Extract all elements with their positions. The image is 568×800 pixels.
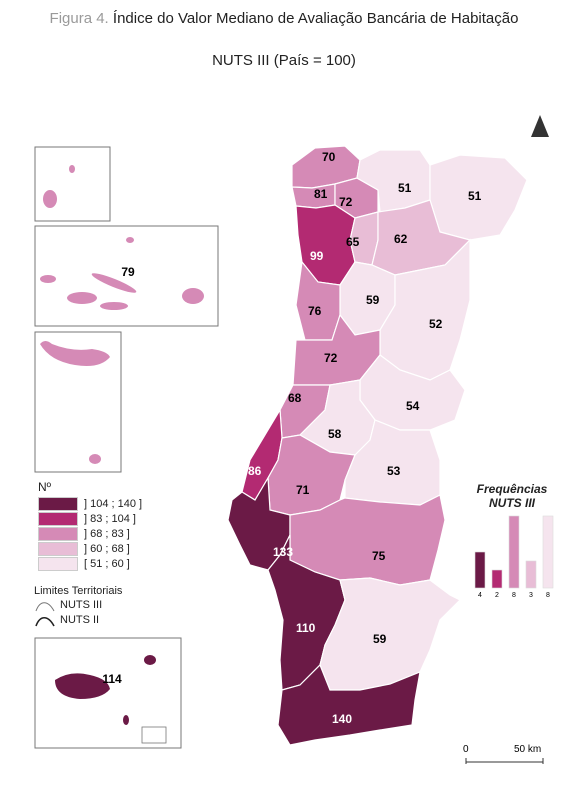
legend-label: ] 83 ; 104 ] (84, 512, 136, 525)
mainland-regions (227, 145, 528, 746)
map-subtitle: NUTS III (País = 100) (212, 52, 356, 69)
legend-label: [ 51 ; 60 ] (84, 557, 130, 570)
limits-item: NUTS III (34, 597, 122, 612)
territorial-limits-legend: Limites Territoriais NUTS III NUTS II (34, 585, 122, 627)
region-value: 68 (288, 391, 302, 405)
frequency-bar (508, 515, 520, 589)
scale-zero-label: 0 (463, 744, 469, 755)
inset-western-azores (34, 146, 111, 222)
inset-madeira (34, 637, 182, 749)
island-shape (91, 273, 137, 293)
region-value: 140 (332, 712, 352, 726)
island-shape (123, 715, 129, 725)
region-value: 86 (248, 464, 262, 478)
figure-label: Figura 4. (49, 10, 109, 27)
frequency-tick-label: 2 (495, 592, 499, 599)
legend-swatch (38, 556, 78, 571)
region-value: 76 (308, 304, 322, 318)
frequency-tick-label: 4 (478, 592, 482, 599)
frequency-bar (525, 560, 537, 589)
legend-item: ] 83 ; 104 ] (38, 511, 142, 526)
island-shape (40, 275, 56, 283)
limits-title: Limites Territoriais (34, 585, 123, 597)
island-shape (69, 165, 75, 173)
map-legend: Nº ] 104 ; 140 ] ] 83 ; 104 ] ] 68 ; 83 … (38, 480, 142, 571)
region-value: 133 (273, 545, 293, 559)
region-value: 58 (328, 427, 342, 441)
region-value: 70 (322, 150, 336, 164)
frequency-bar (474, 551, 486, 589)
inset-box (141, 726, 167, 744)
region-value: 81 (314, 187, 328, 201)
legend-label: ] 68 ; 83 ] (84, 527, 130, 540)
frequency-bar (491, 569, 503, 589)
legend-swatch (38, 511, 78, 526)
region-value: 72 (324, 351, 338, 365)
region-value: 53 (387, 464, 401, 478)
frequency-tick-label: 8 (512, 592, 516, 599)
north-arrow-icon (531, 115, 549, 137)
island-shape (55, 673, 110, 699)
frequency-tick-label: 3 (529, 592, 533, 599)
island-shape (67, 292, 97, 304)
region-value: 65 (346, 235, 360, 249)
map-title: Figura 4. Índice do Valor Mediano de Ava… (0, 10, 568, 27)
island-shape (182, 288, 204, 304)
legend-swatch (38, 496, 78, 511)
scale-distance-label: 50 km (514, 744, 541, 755)
legend-swatch (38, 526, 78, 541)
region-value: 51 (398, 181, 412, 195)
region-value: 59 (373, 632, 387, 646)
island-shape (89, 454, 101, 464)
legend-label: ] 104 ; 140 ] (84, 497, 143, 510)
region-labels: 70 81 72 51 51 99 65 62 59 76 52 72 68 5… (248, 150, 482, 726)
frequency-tick-label: 8 (546, 592, 550, 599)
island-shape (100, 302, 128, 310)
nuts2-line-icon (35, 616, 55, 626)
region-alto-alentejo[interactable] (344, 419, 441, 506)
title-text: Índice do Valor Mediano de Avaliação Ban… (112, 10, 519, 27)
region-value: 51 (468, 189, 482, 203)
limits-nuts2-label: NUTS II (60, 613, 100, 626)
legend-title: Nº (38, 480, 52, 494)
legend-label: ] 60 ; 68 ] (84, 542, 130, 555)
region-value: 59 (366, 293, 380, 307)
island-shape (40, 341, 110, 366)
region-value: 110 (296, 621, 316, 635)
region-algarve[interactable] (277, 663, 421, 746)
region-value: 52 (429, 317, 443, 331)
region-value: 71 (296, 483, 310, 497)
region-value: 75 (372, 549, 386, 563)
region-value: 99 (310, 249, 324, 263)
limits-item: NUTS II (34, 612, 122, 627)
legend-item: ] 68 ; 83 ] (38, 526, 142, 541)
madeira-value: 114 (102, 672, 122, 686)
inset-central-azores (34, 225, 219, 327)
frequency-chart-title: Frequências NUTS III (476, 482, 548, 510)
limits-nuts3-label: NUTS III (60, 598, 103, 611)
nuts3-line-icon (35, 601, 55, 611)
legend-item: [ 51 ; 60 ] (38, 556, 142, 571)
island-shape (144, 655, 156, 665)
island-shape (126, 237, 134, 243)
legend-item: ] 60 ; 68 ] (38, 541, 142, 556)
island-shape (43, 190, 57, 208)
region-value: 62 (394, 232, 408, 246)
azores-value: 79 (121, 265, 135, 279)
frequency-bar (542, 515, 554, 589)
legend-item: ] 104 ; 140 ] (38, 496, 142, 511)
legend-swatch (38, 541, 78, 556)
region-value: 72 (339, 195, 353, 209)
frequency-chart: 4 2 8 3 8 (474, 515, 554, 599)
region-value: 54 (406, 399, 420, 413)
